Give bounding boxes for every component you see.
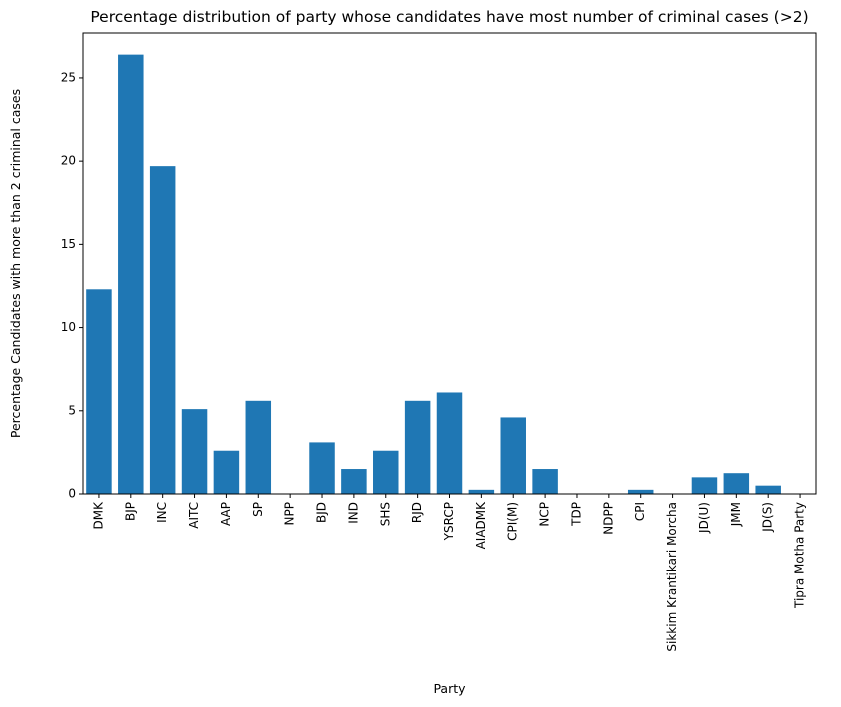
- bar-shs: [373, 450, 399, 494]
- y-tick-label: 10: [61, 320, 76, 334]
- bar-dmk: [86, 289, 112, 494]
- bar-rjd: [404, 400, 431, 494]
- bar-jd-s: [755, 485, 781, 494]
- y-axis: 0 5 10 15 20 25: [61, 70, 83, 501]
- x-tick-label: INC: [155, 502, 169, 523]
- x-tick-label: Sikkim Krantikari Morcha: [665, 502, 679, 652]
- x-tick-label: JD(S): [761, 502, 775, 533]
- bar-sp: [245, 400, 272, 494]
- x-tick-label: NPP: [283, 502, 297, 525]
- bar-inc: [149, 166, 176, 494]
- bar-cpi-m: [500, 417, 526, 494]
- y-tick-label: 15: [61, 237, 76, 251]
- x-tick-label: AIADMK: [474, 501, 488, 550]
- x-tick-label: Tipra Motha Party: [793, 502, 807, 609]
- bar-jd-u: [691, 477, 718, 494]
- x-tick-label: RJD: [410, 502, 424, 523]
- x-tick-label: SP: [251, 502, 265, 517]
- x-tick-label: BJP: [123, 502, 137, 521]
- x-tick-label: DMK: [91, 501, 105, 530]
- chart-title: Percentage distribution of party whose c…: [90, 8, 808, 26]
- bar-ysrcp: [436, 392, 463, 494]
- bar-bjp: [118, 54, 144, 495]
- y-tick-label: 0: [68, 487, 76, 501]
- bar-aiadmk: [468, 489, 495, 494]
- x-tick-label: TDP: [569, 502, 583, 527]
- y-axis-label: Percentage Candidates with more than 2 c…: [8, 89, 23, 438]
- x-tick-label: NCP: [538, 502, 552, 527]
- x-tick-label: AITC: [187, 502, 201, 529]
- x-axis: DMK BJP INC AITC AAP SP NPP BJD IND SHS RJD YSRCP AI…: [91, 494, 807, 652]
- x-tick-label: CPI(M): [506, 502, 520, 541]
- x-axis-label: Party: [433, 681, 466, 696]
- bars-group: [86, 54, 781, 495]
- x-tick-label: IND: [346, 502, 360, 524]
- bar-cpi: [627, 489, 654, 494]
- bar-ind: [341, 469, 367, 494]
- y-tick-label: 25: [61, 70, 76, 84]
- y-tick-label: 5: [68, 403, 76, 417]
- bar-aap: [213, 450, 240, 494]
- x-tick-label: NDPP: [601, 502, 615, 535]
- bar-bjd: [309, 442, 335, 494]
- bar-aitc: [181, 409, 208, 494]
- x-tick-label: CPI: [633, 502, 647, 521]
- x-tick-label: BJD: [315, 502, 329, 523]
- x-tick-label: YSRCP: [442, 502, 456, 541]
- x-tick-label: SHS: [378, 502, 392, 526]
- plot-frame: [82, 32, 817, 495]
- bar-jmm: [723, 473, 750, 494]
- bar-ncp: [532, 469, 558, 494]
- x-tick-label: JMM: [729, 502, 743, 527]
- x-tick-label: AAP: [219, 502, 233, 526]
- y-tick-label: 20: [61, 154, 76, 168]
- x-tick-label: JD(U): [697, 502, 711, 534]
